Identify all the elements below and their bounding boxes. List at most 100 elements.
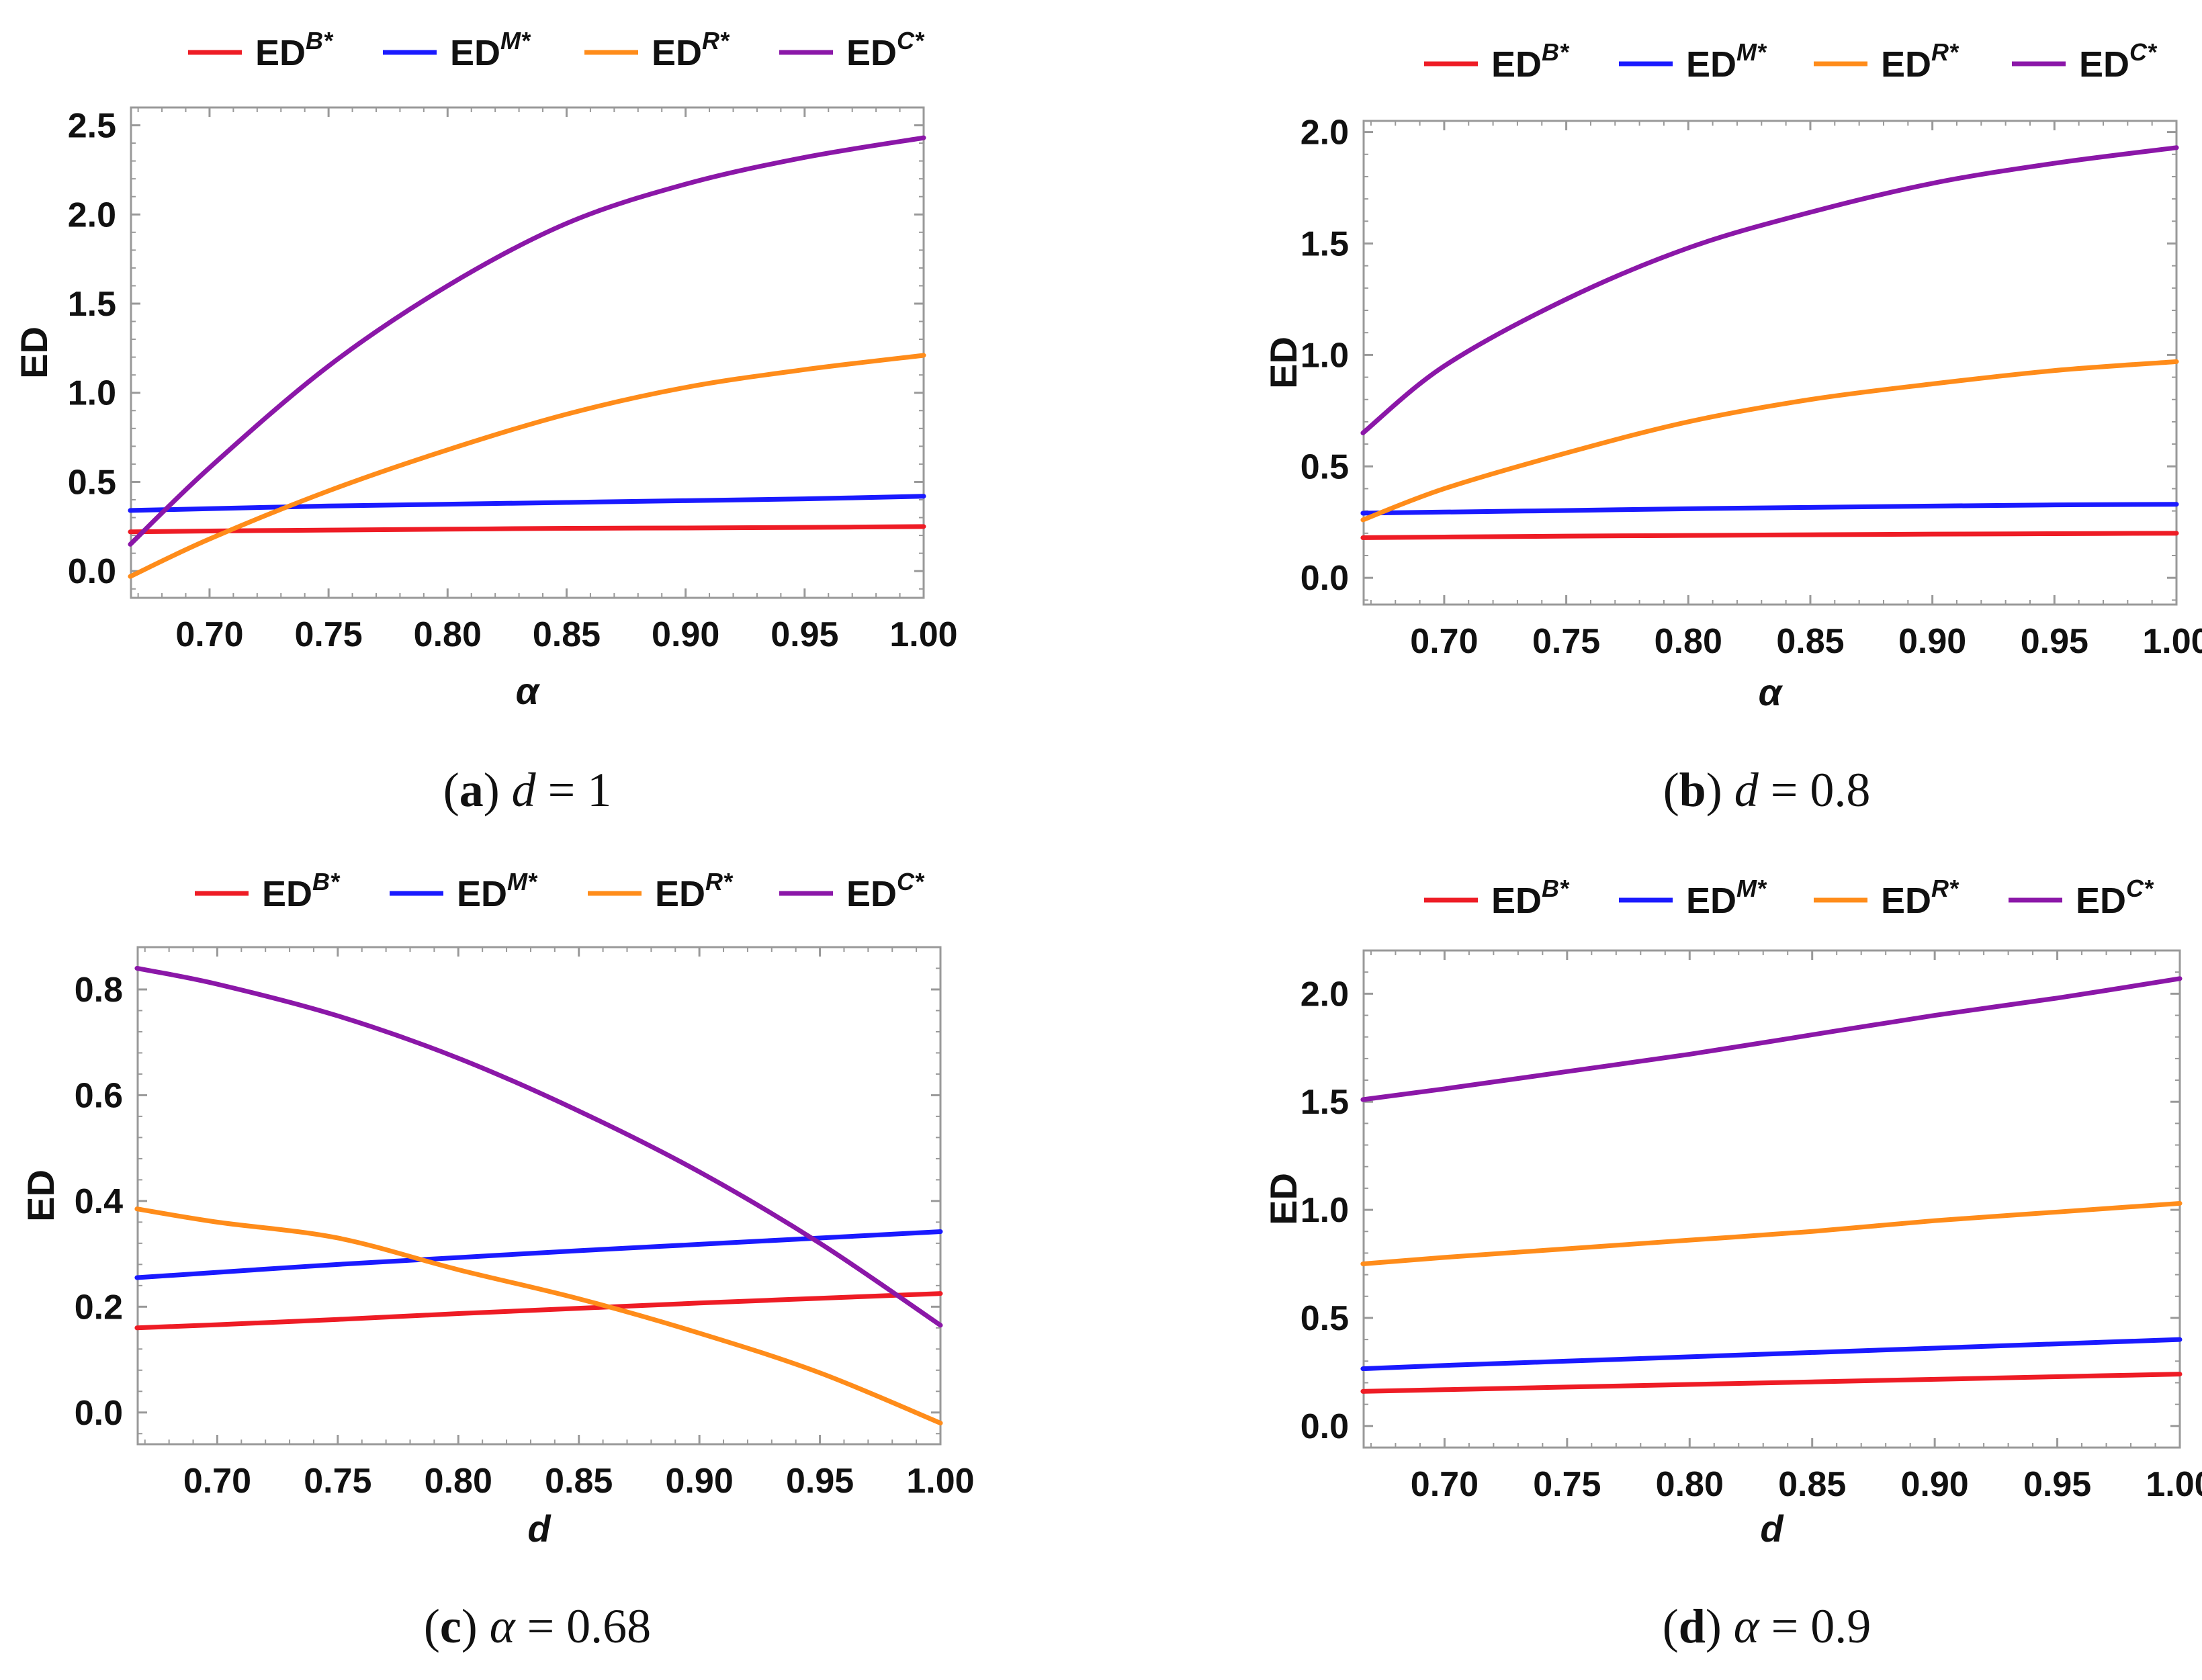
series-line-edb xyxy=(134,1291,943,1331)
x-tick-label: 1.00 xyxy=(889,615,957,654)
legend-label-sup: B* xyxy=(306,27,334,54)
y-tick-label: 0.5 xyxy=(1301,1299,1349,1338)
panel-b: 0.70 0.75 0.80 0.85 0.90 0.95 1.00 0.0 0.5 1.0 1.5… xyxy=(1262,38,2202,817)
y-tick-label: 0.4 xyxy=(75,1182,123,1221)
caption-part: = xyxy=(1759,1599,1811,1653)
legend-label-sup: B* xyxy=(312,868,341,895)
legend-entry-edb: EDB* xyxy=(188,27,334,73)
caption-part: ( xyxy=(1663,1599,1679,1653)
legend-label: EDC* xyxy=(846,27,925,73)
panel-d: 0.70 0.75 0.80 0.85 0.90 0.95 1.00 0.0 0.5 1.0 1.5… xyxy=(1262,875,2202,1653)
legend-label-base: ED xyxy=(1881,44,1931,85)
panel-caption: (c) α = 0.68 xyxy=(424,1599,651,1653)
y-tick-label: 0.5 xyxy=(68,463,116,502)
y-tick-label: 1.0 xyxy=(1301,336,1349,375)
series-line-edr xyxy=(1360,1200,2183,1267)
legend-entry-edm: EDM* xyxy=(1619,875,1767,921)
y-axis-title: ED xyxy=(19,1169,62,1222)
caption-part: c xyxy=(440,1599,461,1653)
legend-label: EDB* xyxy=(1491,38,1570,85)
plot-frame xyxy=(130,106,925,599)
x-tick-label: 1.00 xyxy=(2142,622,2202,661)
legend-label: EDC* xyxy=(846,868,925,914)
legend-entry-edr: EDR* xyxy=(1814,875,1959,921)
y-tick-label: 1.0 xyxy=(1301,1191,1349,1230)
x-tick-label: 0.75 xyxy=(295,615,363,654)
y-tick-label: 0.0 xyxy=(68,552,116,591)
legend-label-sup: C* xyxy=(2129,38,2158,66)
caption-part: α xyxy=(1734,1599,1760,1653)
series-line-edc xyxy=(1360,145,2179,436)
y-axis-title: ED xyxy=(13,326,55,379)
x-axis-title: α xyxy=(1759,671,1783,713)
legend-label-sup: R* xyxy=(1931,875,1959,902)
x-tick-label: 0.90 xyxy=(652,615,719,654)
x-tick-label: 0.75 xyxy=(1532,622,1600,661)
legend-label: EDR* xyxy=(652,27,730,73)
legend-label-base: ED xyxy=(2076,881,2126,921)
panel-a: 0.70 0.75 0.80 0.85 0.90 0.95 1.00 0.0 0.5 1.0 1.5… xyxy=(13,27,958,817)
y-tick-label: 2.0 xyxy=(1301,975,1349,1014)
legend-label: EDB* xyxy=(262,868,341,914)
x-tick-label: 0.75 xyxy=(304,1462,371,1501)
y-tick-label: 1.5 xyxy=(1301,1083,1349,1122)
x-tick-label: 1.00 xyxy=(2146,1465,2202,1504)
y-tick-label: 0.6 xyxy=(75,1076,123,1115)
legend-label-sup: M* xyxy=(507,868,538,895)
legend-label-base: ED xyxy=(255,33,306,73)
legend-entry-edm: EDM* xyxy=(1619,38,1767,85)
legend-label-base: ED xyxy=(655,874,705,914)
legend-label-sup: R* xyxy=(1931,38,1959,66)
legend-label-base: ED xyxy=(262,874,312,914)
legend-label-sup: M* xyxy=(1736,875,1767,902)
legend-label-base: ED xyxy=(652,33,702,73)
y-tick-label: 1.5 xyxy=(68,285,116,324)
caption-part: b xyxy=(1679,763,1706,817)
legend-label-base: ED xyxy=(1686,881,1736,921)
y-tick-label: 2.0 xyxy=(1301,114,1349,152)
panel-c: 0.70 0.75 0.80 0.85 0.90 0.95 1.00 0.0 0.2 0.4 0.6… xyxy=(19,868,975,1653)
series-line-edm xyxy=(128,494,926,513)
y-tick-label: 2.5 xyxy=(68,107,116,146)
legend-entry-edc: EDC* xyxy=(2012,38,2158,85)
series-line-edc xyxy=(128,135,926,547)
legend-label: EDB* xyxy=(255,27,334,73)
caption-part: 0.8 xyxy=(1810,763,1870,817)
legend-entry-edc: EDC* xyxy=(779,27,925,73)
y-tick-label: 0.5 xyxy=(1301,447,1349,486)
caption-part: ) xyxy=(1706,1599,1734,1653)
legend-label: EDR* xyxy=(1881,38,1959,85)
series-line-edb xyxy=(1360,1372,2183,1394)
legend-label-sup: M* xyxy=(500,27,531,54)
legend-entry-edc: EDC* xyxy=(2009,875,2154,921)
caption-part: 0.9 xyxy=(1810,1599,1871,1653)
legend-label-sup: C* xyxy=(897,27,925,54)
x-tick-label: 0.90 xyxy=(666,1462,734,1501)
legend-label-base: ED xyxy=(2079,44,2129,85)
series-line-edb xyxy=(128,524,926,535)
y-tick-label: 0.0 xyxy=(75,1394,123,1433)
series-line-edr xyxy=(134,1206,943,1426)
series-line-edm xyxy=(1360,1337,2183,1372)
legend-label-sup: B* xyxy=(1542,875,1570,902)
legend-label-base: ED xyxy=(1491,881,1542,921)
panel-caption: (a) d = 1 xyxy=(443,763,612,817)
caption-part: = xyxy=(536,763,588,817)
legend-label-base: ED xyxy=(457,874,507,914)
series-line-edb xyxy=(1360,531,2179,540)
legend-entry-edr: EDR* xyxy=(1814,38,1959,85)
series-line-edr xyxy=(1360,359,2179,523)
legend-label-sup: M* xyxy=(1736,38,1767,66)
legend-label: EDC* xyxy=(2079,38,2158,85)
legend-entry-edr: EDR* xyxy=(588,868,734,914)
x-tick-label: 0.90 xyxy=(1901,1465,1969,1504)
x-tick-label: 0.80 xyxy=(425,1462,492,1501)
legend-label: EDM* xyxy=(1686,38,1767,85)
legend-label: EDM* xyxy=(457,868,538,914)
x-tick-label: 0.85 xyxy=(1776,622,1844,661)
y-tick-label: 0.0 xyxy=(1301,1407,1349,1446)
legend-label-base: ED xyxy=(1881,881,1931,921)
x-tick-label: 0.95 xyxy=(770,615,838,654)
caption-part: ( xyxy=(1663,763,1679,817)
series-line-edm xyxy=(1360,502,2179,516)
